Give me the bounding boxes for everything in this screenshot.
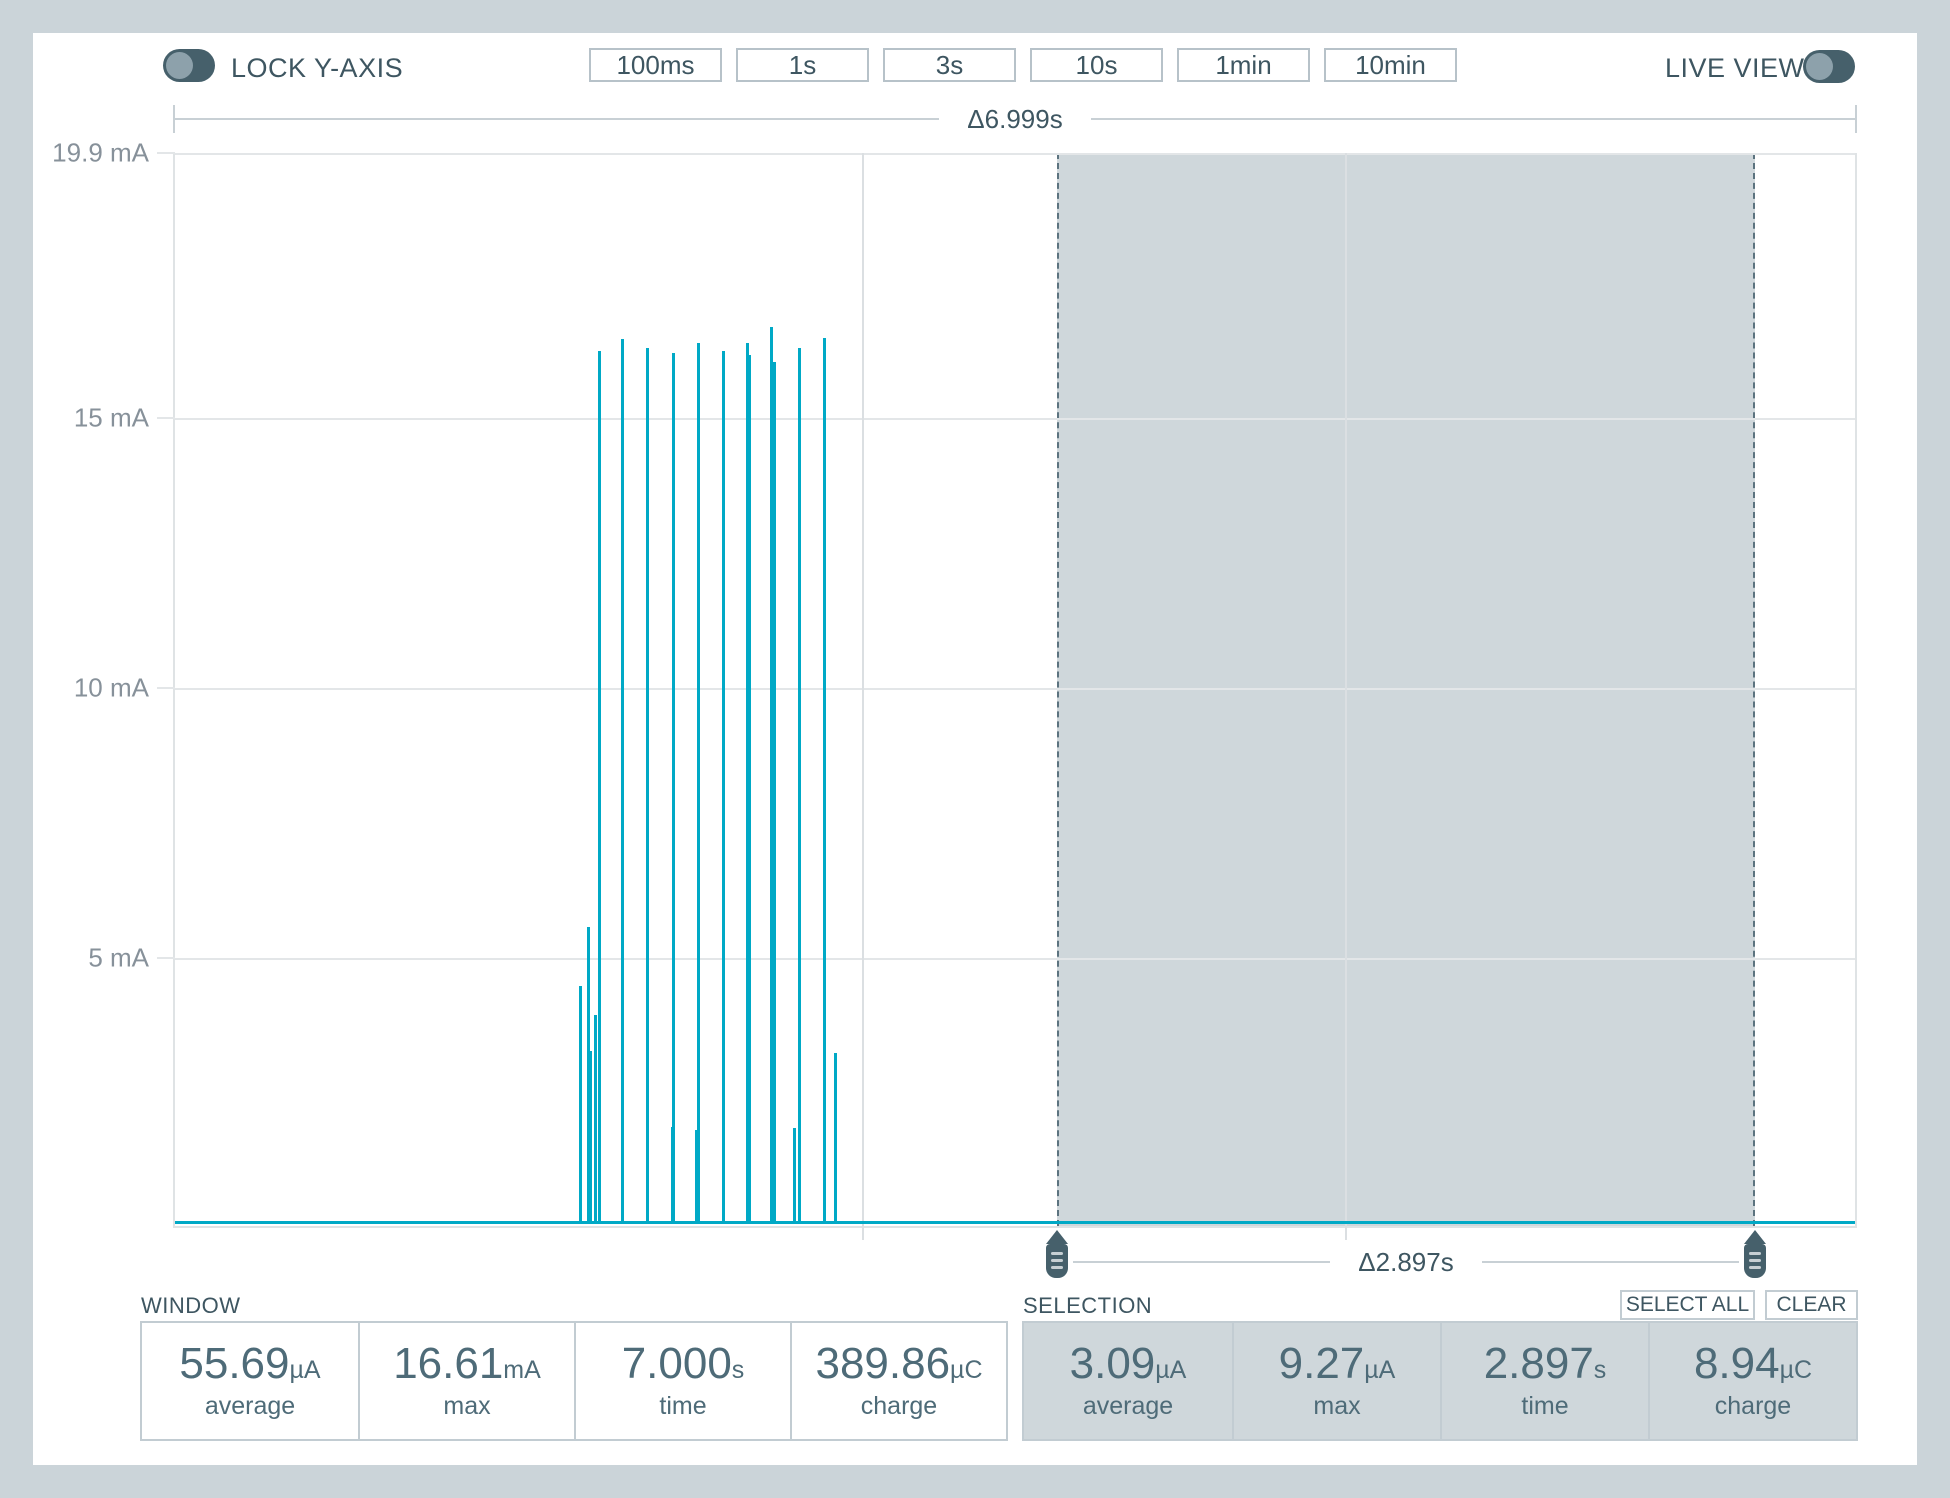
x-gridline bbox=[862, 153, 865, 1240]
stat-unit: s bbox=[731, 1355, 745, 1384]
selection-span-label: Δ2.897s bbox=[1358, 1246, 1454, 1277]
current-spike bbox=[773, 362, 777, 1224]
stat-label: max bbox=[443, 1391, 491, 1420]
current-spike bbox=[748, 355, 752, 1224]
stat-value: 55.69µA bbox=[179, 1338, 321, 1388]
stat-label: time bbox=[1521, 1391, 1569, 1420]
y-gridline bbox=[175, 687, 1855, 690]
window-button-1min[interactable]: 1min bbox=[1177, 48, 1310, 82]
stat-label: max bbox=[1313, 1391, 1361, 1420]
selection-span-ruler: Δ2.897s bbox=[1073, 1246, 1739, 1277]
live-view-toggle[interactable] bbox=[1803, 50, 1855, 83]
y-axis-tick-mark bbox=[157, 152, 175, 154]
current-spike bbox=[589, 1051, 593, 1224]
current-spike bbox=[770, 326, 774, 1224]
clear-button[interactable]: CLEAR bbox=[1765, 1290, 1858, 1320]
live-view-label: LIVE VIEW bbox=[1665, 53, 1805, 83]
current-spike bbox=[822, 338, 826, 1224]
stat-cell-max: 16.61mA max bbox=[358, 1323, 574, 1439]
y-axis-tick-mark bbox=[157, 416, 175, 419]
stat-cell-time: 2.897s time bbox=[1440, 1323, 1648, 1439]
stat-unit: µA bbox=[1364, 1355, 1396, 1384]
stat-unit: µC bbox=[1779, 1355, 1813, 1384]
current-chart-plot[interactable]: 19.9 mA 15 mA 10 mA 5 mA bbox=[52, 138, 1857, 1240]
toggle-knob-icon bbox=[1806, 53, 1833, 80]
ruler-right-cap bbox=[1855, 105, 1857, 133]
stat-value: 8.94µC bbox=[1693, 1338, 1813, 1388]
stat-value: 9.27µA bbox=[1278, 1338, 1396, 1388]
selection-stats-box: 3.09µA average 9.27µA max 2.897s time 8.94µC ch… bbox=[1022, 1321, 1858, 1441]
window-span-ruler: Δ6.999s bbox=[173, 103, 1857, 134]
selection-right-handle[interactable] bbox=[1744, 1230, 1766, 1278]
stat-cell-charge: 8.94µC charge bbox=[1648, 1323, 1856, 1439]
window-button-1s[interactable]: 1s bbox=[736, 48, 869, 82]
current-spike bbox=[671, 353, 675, 1224]
stat-cell-average: 3.09µA average bbox=[1024, 1323, 1232, 1439]
stat-cell-max: 9.27µA max bbox=[1232, 1323, 1440, 1439]
stat-label: average bbox=[1082, 1391, 1174, 1420]
stat-label: charge bbox=[1714, 1391, 1792, 1420]
y-axis-tick-mark bbox=[157, 956, 175, 959]
y-axis-tick-mark bbox=[157, 686, 175, 689]
stat-unit: µC bbox=[950, 1355, 983, 1384]
y-axis-tick-label: 5 mA bbox=[88, 942, 149, 973]
y-axis-tick-label: 19.9 mA bbox=[52, 137, 149, 168]
y-axis-tick-label: 15 mA bbox=[73, 402, 149, 433]
current-spike bbox=[721, 350, 725, 1224]
stat-value: 16.61mA bbox=[393, 1338, 541, 1388]
window-stats-title: WINDOW bbox=[141, 1293, 241, 1318]
current-spike bbox=[621, 339, 625, 1224]
ruler-left-cap bbox=[173, 105, 175, 133]
stat-unit: µA bbox=[289, 1355, 321, 1384]
selection-left-handle[interactable] bbox=[1046, 1230, 1068, 1278]
stat-cell-average: 55.69µA average bbox=[142, 1323, 358, 1439]
stat-unit: µA bbox=[1155, 1355, 1187, 1384]
stat-value: 389.86µC bbox=[815, 1338, 983, 1388]
current-spike bbox=[578, 986, 582, 1224]
select-all-button[interactable]: SELECT ALL bbox=[1620, 1290, 1755, 1320]
stat-unit: s bbox=[1593, 1355, 1607, 1384]
stat-value: 7.000s bbox=[621, 1338, 745, 1388]
current-spike bbox=[586, 926, 590, 1224]
window-span-label: Δ6.999s bbox=[967, 103, 1063, 134]
stat-value: 3.09µA bbox=[1069, 1338, 1187, 1388]
stat-label: time bbox=[659, 1391, 707, 1420]
y-gridline bbox=[175, 153, 1855, 155]
stat-value: 2.897s bbox=[1483, 1338, 1607, 1388]
current-spike bbox=[797, 348, 801, 1224]
current-spike bbox=[597, 350, 601, 1224]
window-button-10min[interactable]: 10min bbox=[1324, 48, 1457, 82]
current-spike bbox=[833, 1052, 837, 1224]
stat-unit: mA bbox=[503, 1355, 541, 1384]
toggle-knob-icon bbox=[166, 52, 193, 79]
y-gridline bbox=[175, 417, 1855, 420]
current-spike bbox=[646, 348, 650, 1224]
lock-y-axis-label: LOCK Y-AXIS bbox=[231, 53, 404, 83]
current-trace-baseline bbox=[175, 1221, 1855, 1224]
current-spike bbox=[745, 342, 749, 1224]
stat-cell-time: 7.000s time bbox=[574, 1323, 790, 1439]
x-gridline bbox=[1344, 153, 1347, 1240]
selection-stats-title: SELECTION bbox=[1023, 1293, 1153, 1318]
stat-cell-charge: 389.86µC charge bbox=[790, 1323, 1006, 1439]
window-button-10s[interactable]: 10s bbox=[1030, 48, 1163, 82]
power-profiler-panel: LOCK Y-AXIS 100ms 1s 3s 10s 1min 10min L… bbox=[33, 33, 1917, 1465]
stat-label: average bbox=[204, 1391, 296, 1420]
window-button-100ms[interactable]: 100ms bbox=[589, 48, 722, 82]
stat-label: charge bbox=[860, 1391, 938, 1420]
y-axis-tick-label: 10 mA bbox=[73, 672, 149, 703]
window-button-3s[interactable]: 3s bbox=[883, 48, 1016, 82]
current-spike bbox=[793, 1128, 797, 1224]
window-stats-box: 55.69µA average 16.61mA max 7.000s time 389.86… bbox=[140, 1321, 1008, 1441]
current-spike bbox=[696, 342, 700, 1224]
y-gridline bbox=[175, 957, 1855, 960]
current-spike bbox=[593, 1014, 597, 1224]
lock-y-axis-toggle[interactable] bbox=[163, 49, 215, 82]
